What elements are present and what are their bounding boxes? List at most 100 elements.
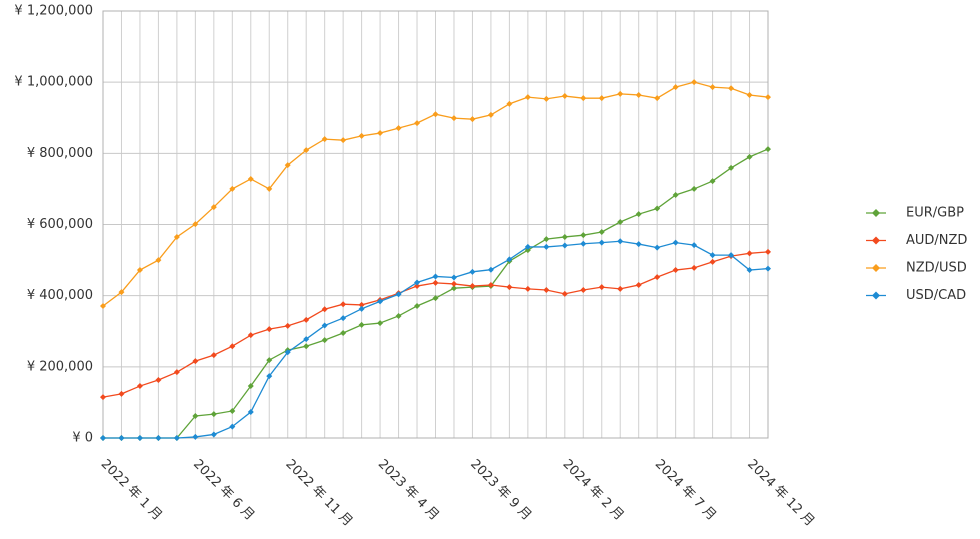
data-point [691,264,698,271]
data-point [247,383,254,390]
data-point [358,301,365,308]
data-point [395,291,402,298]
x-tick-label: 2022 年 6 月 [190,457,257,524]
data-point [450,274,457,281]
data-point [321,306,328,313]
data-point [543,95,550,102]
data-point [598,228,605,235]
data-point [155,435,162,441]
data-point [691,185,698,192]
data-point [192,358,199,365]
data-point [229,423,236,430]
legend-label: NZD/USD [906,261,967,276]
data-point [709,252,716,259]
data-point [672,84,679,91]
legend-marker [872,209,880,217]
data-point [173,369,180,376]
data-point [469,283,476,290]
data-point [598,239,605,246]
data-point [728,252,735,259]
data-point [469,116,476,123]
data-point [303,316,310,323]
data-point [635,281,642,288]
data-point [395,125,402,132]
data-point [728,85,735,92]
legend-label: AUD/NZD [906,233,967,248]
data-point [617,219,624,226]
data-point [136,267,143,274]
data-point [691,242,698,249]
data-point [247,409,254,416]
data-point [765,248,771,255]
data-point [377,130,384,137]
data-point [118,390,125,397]
y-tick-label: ¥ 600,000 [27,217,93,232]
data-point [765,146,771,153]
data-point [136,383,143,390]
data-point [746,267,753,274]
y-tick-label: ¥ 1,200,000 [14,4,93,19]
data-point [247,175,254,182]
data-point [672,267,679,274]
x-tick-label: 2024 年 12 月 [744,457,817,530]
data-point [303,336,310,343]
data-point [136,435,143,441]
data-point [654,274,661,281]
data-point [229,343,236,350]
data-point [247,332,254,339]
data-point [561,290,568,297]
data-point [561,93,568,100]
data-point [321,136,328,143]
data-point [487,266,494,273]
data-point [469,268,476,275]
data-point [229,407,236,414]
data-point [432,111,439,118]
data-point [100,302,106,309]
data-point [155,376,162,383]
data-point [340,137,347,144]
data-point [506,284,513,291]
data-point [598,284,605,291]
data-point [543,236,550,243]
x-tick-label: 2023 年 9 月 [467,457,534,524]
data-point [765,265,771,272]
data-point [654,95,661,102]
data-point [155,257,162,264]
data-point [100,435,106,441]
data-point [173,435,180,441]
data-point [303,147,310,154]
data-point [654,205,661,212]
data-point [432,273,439,280]
data-point [118,289,125,296]
x-tick-label: 2022 年 11 月 [282,457,355,530]
data-point [192,412,199,419]
data-point [580,95,587,102]
x-tick-label: 2023 年 4 月 [375,457,442,524]
y-tick-label: ¥ 400,000 [27,288,93,303]
data-point [432,295,439,302]
data-point [728,164,735,171]
data-point [266,373,273,380]
data-point [524,94,531,101]
y-tick-label: ¥ 200,000 [27,359,93,374]
data-point [580,240,587,247]
data-point [617,90,624,97]
data-point [284,322,291,329]
data-point [543,286,550,293]
data-point [340,301,347,308]
data-point [654,244,661,251]
data-point [746,153,753,160]
data-point [414,283,421,290]
data-point [321,337,328,344]
data-point [672,239,679,246]
data-point [746,91,753,98]
data-point [358,305,365,312]
y-tick-label: ¥ 800,000 [27,146,93,161]
data-point [340,330,347,337]
data-point [672,191,679,198]
data-point [617,285,624,292]
x-tick-label: 2024 年 2 月 [560,457,627,524]
data-point [266,326,273,333]
data-point [192,433,199,440]
legend-marker [872,291,880,300]
